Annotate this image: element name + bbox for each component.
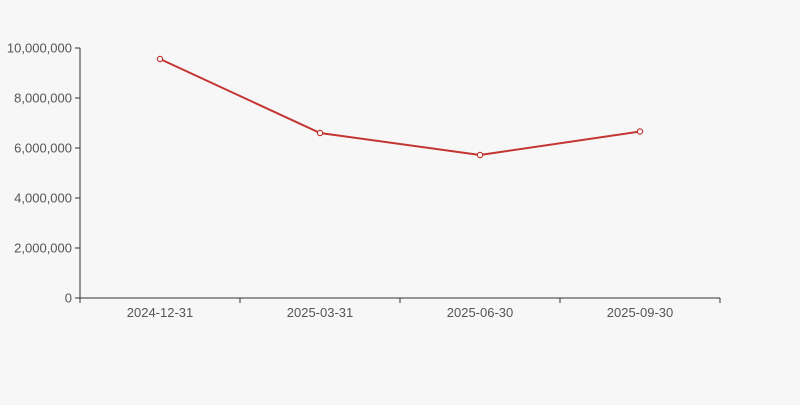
- y-tick-label: 0: [65, 291, 72, 306]
- x-tick-label: 2025-09-30: [607, 305, 674, 320]
- x-tick-label: 2025-03-31: [287, 305, 354, 320]
- data-point-marker: [476, 151, 484, 159]
- y-tick-label: 8,000,000: [14, 91, 72, 106]
- y-tick-label: 2,000,000: [14, 241, 72, 256]
- y-tick-label: 6,000,000: [14, 141, 72, 156]
- data-point-marker: [636, 128, 644, 135]
- y-tick-label: 4,000,000: [14, 191, 72, 206]
- data-point-marker: [156, 55, 164, 63]
- data-line: [159, 58, 641, 156]
- y-tick-label: 10,000,000: [7, 41, 72, 56]
- data-point-marker: [316, 129, 324, 137]
- x-tick-label: 2025-06-30: [447, 305, 514, 320]
- x-tick-label: 2024-12-31: [127, 305, 194, 320]
